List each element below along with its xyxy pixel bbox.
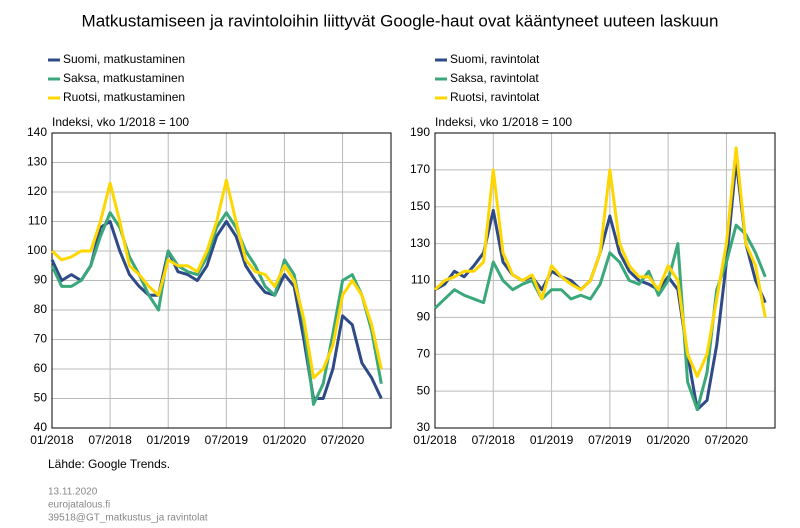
x-tick-label: 01/2019 [530,433,574,447]
footer-date: 13.11.2020 [48,487,98,498]
source: Lähde: Google Trends. [48,457,170,471]
y-tick-label: 90 [417,310,431,324]
x-tick-label: 07/2018 [472,433,516,447]
legend-label: Ruotsi, matkustaminen [63,90,185,104]
y-tick-label: 140 [27,125,47,139]
y-axis-label: Indeksi, vko 1/2018 = 100 [52,115,189,129]
x-tick-label: 07/2018 [88,433,132,447]
y-tick-label: 60 [34,361,48,375]
y-tick-label: 130 [27,155,47,169]
plot-border [434,132,776,429]
y-tick-label: 90 [34,273,48,287]
y-tick-label: 50 [417,383,431,397]
x-tick-label: 07/2019 [205,433,249,447]
line [50,178,383,380]
y-tick-label: 80 [34,302,48,316]
legend-label: Saksa, matkustaminen [63,71,184,85]
footer-id: 39518@GT_matkustus_ja ravintolat [48,513,208,523]
legend-label: Ruotsi, ravintolat [450,90,540,104]
y-tick-label: 190 [410,125,430,139]
x-tick-label: 01/2018 [30,433,74,447]
legend-label: Suomi, ravintolat [450,52,540,66]
y-tick-label: 110 [411,273,430,287]
x-tick-label: 01/2018 [413,433,457,447]
line [433,146,767,378]
y-tick-label: 40 [34,420,48,434]
x-tick-label: 07/2019 [588,433,632,447]
line [433,223,767,412]
x-tick-label: 07/2020 [321,433,365,447]
x-tick-label: 07/2020 [705,433,749,447]
y-tick-label: 100 [27,243,47,257]
y-tick-label: 150 [410,199,430,213]
y-tick-label: 120 [27,184,47,198]
y-axis-label: Indeksi, vko 1/2018 = 100 [435,115,572,129]
footer-site: eurojatalous.fi [48,500,110,511]
y-tick-label: 70 [34,332,48,346]
chart-title: Matkustamiseen ja ravintoloihin liittyvä… [82,11,719,30]
legend-label: Saksa, ravintolat [450,71,539,85]
y-tick-label: 130 [410,236,430,250]
x-tick-label: 01/2020 [263,433,307,447]
y-tick-label: 50 [34,391,48,405]
line [50,211,383,406]
y-tick-label: 70 [417,346,431,360]
y-tick-label: 110 [28,214,47,228]
y-tick-label: 30 [417,420,431,434]
y-tick-label: 170 [410,162,430,176]
x-tick-label: 01/2019 [147,433,191,447]
x-tick-label: 01/2020 [646,433,690,447]
legend-label: Suomi, matkustaminen [63,52,185,66]
plot-border [51,132,392,429]
